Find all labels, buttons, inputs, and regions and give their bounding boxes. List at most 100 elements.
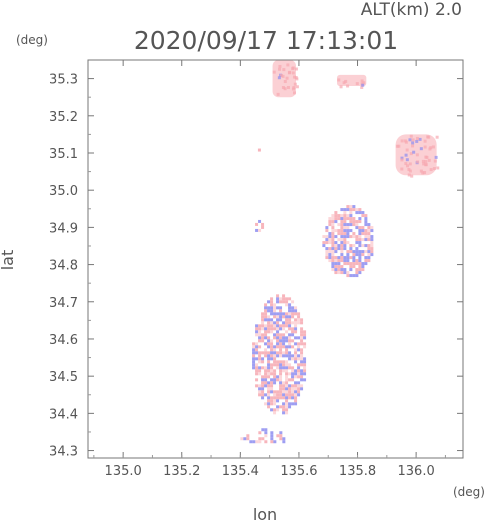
echo-cell bbox=[433, 159, 437, 163]
echo-cell bbox=[340, 247, 344, 251]
echo-cell bbox=[264, 440, 268, 444]
echo-cell bbox=[291, 66, 295, 70]
echo-cell bbox=[258, 437, 262, 441]
echo-cell bbox=[343, 226, 347, 230]
echo-cell bbox=[270, 306, 274, 310]
echo-cell bbox=[282, 390, 286, 394]
echo-cell bbox=[279, 396, 283, 400]
echo-cell bbox=[291, 402, 295, 406]
echo-cell bbox=[279, 437, 283, 441]
x-axis-ticks: 135.0 135.2 135.4 135.6 135.8 136.0 bbox=[93, 60, 446, 479]
echo-cell bbox=[285, 375, 289, 379]
echo-cell bbox=[291, 354, 295, 358]
echo-cell bbox=[273, 354, 277, 358]
echo-cell bbox=[349, 217, 353, 221]
echo-cell bbox=[276, 330, 280, 334]
echo-cell bbox=[279, 360, 283, 364]
echo-cell bbox=[277, 76, 281, 80]
plot-frame bbox=[87, 59, 464, 459]
echo-cell bbox=[273, 375, 277, 379]
echo-cell bbox=[279, 378, 283, 382]
echo-cell bbox=[264, 375, 268, 379]
echo-cell bbox=[281, 74, 285, 78]
echo-cell bbox=[355, 235, 359, 239]
echo-cell bbox=[419, 169, 423, 173]
echo-cell bbox=[255, 351, 259, 355]
echo-cell bbox=[279, 405, 283, 409]
echo-cell bbox=[331, 262, 335, 266]
echo-cell bbox=[294, 372, 298, 376]
timestamp-title: 2020/09/17 17:13:01 bbox=[134, 26, 398, 55]
echo-cell bbox=[360, 85, 364, 89]
echo-cell bbox=[331, 220, 335, 224]
echo-cell bbox=[340, 235, 344, 239]
echo-cell bbox=[258, 336, 262, 340]
echo-cell bbox=[264, 428, 268, 432]
echo-cell bbox=[355, 82, 359, 86]
echo-cell bbox=[264, 315, 268, 319]
echo-cell bbox=[337, 229, 341, 233]
echo-cell bbox=[361, 265, 365, 269]
echo-cell bbox=[285, 360, 289, 364]
echo-cell bbox=[276, 345, 280, 349]
echo-cell bbox=[349, 223, 353, 227]
echo-cell bbox=[282, 366, 286, 370]
echo-cell bbox=[258, 351, 262, 355]
x-tick-label: 135.0 bbox=[105, 464, 142, 479]
echo-cell bbox=[288, 393, 292, 397]
echo-cell bbox=[291, 312, 295, 316]
echo-cell bbox=[285, 366, 289, 370]
echo-cell bbox=[352, 244, 356, 248]
echo-cell bbox=[288, 384, 292, 388]
echo-cell bbox=[291, 387, 295, 391]
echo-cell bbox=[285, 300, 289, 304]
echo-cell bbox=[282, 440, 286, 444]
echo-cell bbox=[282, 411, 286, 415]
echo-cell bbox=[370, 253, 374, 257]
echo-cell bbox=[264, 431, 268, 435]
echo-cell bbox=[270, 303, 274, 307]
echo-cell bbox=[273, 399, 277, 403]
echo-cell bbox=[252, 357, 256, 361]
echo-cell bbox=[264, 354, 268, 358]
x-tick-label: 135.6 bbox=[280, 464, 317, 479]
echo-cell bbox=[288, 336, 292, 340]
echo-cell bbox=[340, 241, 344, 245]
echo-cell bbox=[300, 360, 304, 364]
echo-cell bbox=[408, 138, 412, 142]
echo-cell bbox=[325, 247, 329, 251]
echo-cell bbox=[255, 440, 259, 444]
echo-cell bbox=[294, 384, 298, 388]
echo-cell bbox=[267, 300, 271, 304]
echo-cell bbox=[267, 396, 271, 400]
echo-cell bbox=[349, 262, 353, 266]
echo-cell bbox=[273, 363, 277, 367]
echo-cell bbox=[267, 309, 271, 313]
echo-cell bbox=[361, 83, 365, 87]
echo-cell bbox=[405, 148, 409, 152]
echo-cell bbox=[264, 336, 268, 340]
echo-cell bbox=[355, 241, 359, 245]
echo-cell bbox=[288, 339, 292, 343]
echo-cell bbox=[352, 235, 356, 239]
echo-cell bbox=[300, 348, 304, 352]
echo-cell bbox=[279, 348, 283, 352]
echo-cell bbox=[355, 226, 359, 230]
echo-cell bbox=[288, 324, 292, 328]
echo-cell bbox=[337, 256, 341, 260]
echo-cell bbox=[303, 330, 307, 334]
echo-cell bbox=[337, 78, 341, 82]
echo-cell bbox=[346, 217, 350, 221]
echo-cell bbox=[337, 271, 341, 275]
echo-cell bbox=[346, 232, 350, 236]
echo-cell bbox=[337, 247, 341, 251]
echo-cell bbox=[361, 262, 365, 266]
echo-cell bbox=[303, 363, 307, 367]
echo-cell bbox=[349, 265, 353, 269]
echo-cell bbox=[334, 217, 338, 221]
echo-cell bbox=[346, 250, 350, 254]
echo-cell bbox=[273, 357, 277, 361]
echo-cell bbox=[364, 238, 368, 242]
echo-cell bbox=[328, 247, 332, 251]
echo-cell bbox=[264, 312, 268, 316]
